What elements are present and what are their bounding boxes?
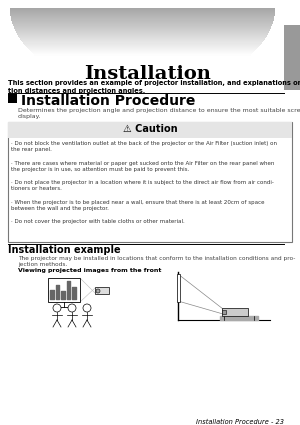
Text: · Do not place the projector in a location where it is subject to the direct air: · Do not place the projector in a locati… xyxy=(11,180,274,191)
Text: Installation Procedure: Installation Procedure xyxy=(21,94,195,108)
Text: Viewing projected images from the front: Viewing projected images from the front xyxy=(18,268,161,273)
Text: Installation: Installation xyxy=(85,65,212,83)
Bar xyxy=(284,25,300,90)
Text: · Do not cover the projector with table cloths or other material.: · Do not cover the projector with table … xyxy=(11,219,185,224)
Text: · There are cases where material or paper get sucked onto the Air Filter on the : · There are cases where material or pape… xyxy=(11,161,274,172)
Bar xyxy=(8,122,292,138)
Text: ⚠ Caution: ⚠ Caution xyxy=(123,124,177,134)
Bar xyxy=(95,287,109,294)
Bar xyxy=(8,122,292,242)
Circle shape xyxy=(53,304,61,312)
Text: The projector may be installed in locations that conform to the installation con: The projector may be installed in locati… xyxy=(18,256,296,267)
Text: This section provides an example of projector installation, and explanations on : This section provides an example of proj… xyxy=(8,80,300,94)
Text: Installation example: Installation example xyxy=(8,245,121,255)
Text: Determines the projection angle and projection distance to ensure the most suita: Determines the projection angle and proj… xyxy=(18,108,300,119)
Circle shape xyxy=(68,304,76,312)
Text: · When the projector is to be placed near a wall, ensure that there is at least : · When the projector is to be placed nea… xyxy=(11,199,265,211)
Circle shape xyxy=(83,304,91,312)
Text: Installation Procedure - 23: Installation Procedure - 23 xyxy=(196,419,284,425)
Bar xyxy=(48,278,80,302)
Bar xyxy=(177,274,180,302)
Bar xyxy=(8,94,17,103)
Bar xyxy=(222,310,226,314)
Circle shape xyxy=(96,289,100,293)
Bar xyxy=(222,308,248,316)
Text: · Do not block the ventilation outlet at the back of the projector or the Air Fi: · Do not block the ventilation outlet at… xyxy=(11,141,277,153)
